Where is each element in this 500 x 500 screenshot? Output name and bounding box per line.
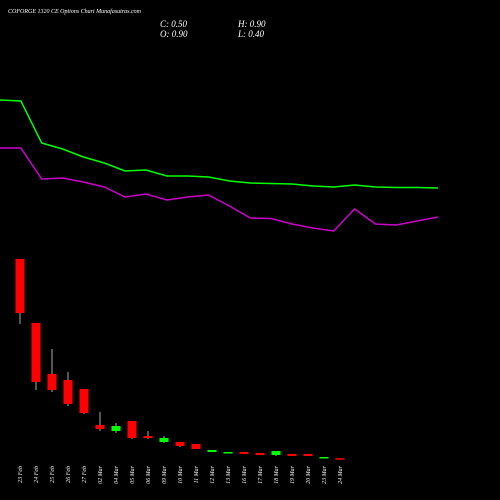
chart-title: COFORGE 1320 CE Options Chart Munafasutr… [8,8,142,15]
candle-body [63,380,73,404]
x-tick-label: 13 Mar [226,465,232,483]
low-label: L: 0.40 [237,29,265,39]
candle-body [143,436,153,438]
candle-body [191,444,201,449]
candle-body [255,453,265,455]
x-tick-label: 06 Mar [146,465,152,483]
candle-body [31,323,41,382]
x-tick-label: 04 Mar [113,465,120,483]
candle-body [175,442,185,446]
x-tick-label: 24 Mar [337,465,344,483]
x-tick-label: 23 Mar [322,465,328,483]
x-tick-label: 23 Feb [18,466,24,483]
open-label: O: 0.90 [160,29,188,39]
high-label: H: 0.90 [237,19,266,29]
candle-body [95,425,105,429]
x-tick-label: 19 Mar [290,465,296,483]
candle-body [127,421,137,438]
candle-body [239,452,249,454]
average-line [0,147,439,232]
candle-body [47,374,57,390]
x-tick-label: 26 Feb [66,466,72,483]
x-tick-label: 16 Mar [242,465,248,483]
close-label: C: 0.50 [160,19,188,29]
x-tick-label: 17 Mar [258,465,264,483]
candle-body [335,458,345,460]
x-tick-label: 02 Mar [98,465,104,483]
x-tick-label: 09 Mar [162,465,168,483]
average-line [0,99,439,189]
candle-body [15,259,25,313]
candle-body [223,452,233,454]
x-tick-label: 20 Mar [306,465,312,483]
x-tick-label: 11 Mar [194,465,200,483]
x-tick-label: 10 Mar [178,465,184,483]
candle-body [287,454,297,456]
x-tick-label: 24 Feb [33,466,40,483]
x-tick-label: 27 Feb [82,466,88,483]
x-tick-label: 12 Mar [210,465,216,483]
x-tick-label: 05 Mar [130,465,136,483]
candle-body [303,454,313,456]
candle-body [271,451,281,455]
x-tick-label: 25 Feb [50,466,56,483]
candle-body [111,426,121,431]
candle-body [319,457,329,459]
candle-body [207,450,217,452]
candle-body [159,438,169,442]
candle-body [79,389,89,413]
x-tick-label: 18 Mar [274,465,280,483]
